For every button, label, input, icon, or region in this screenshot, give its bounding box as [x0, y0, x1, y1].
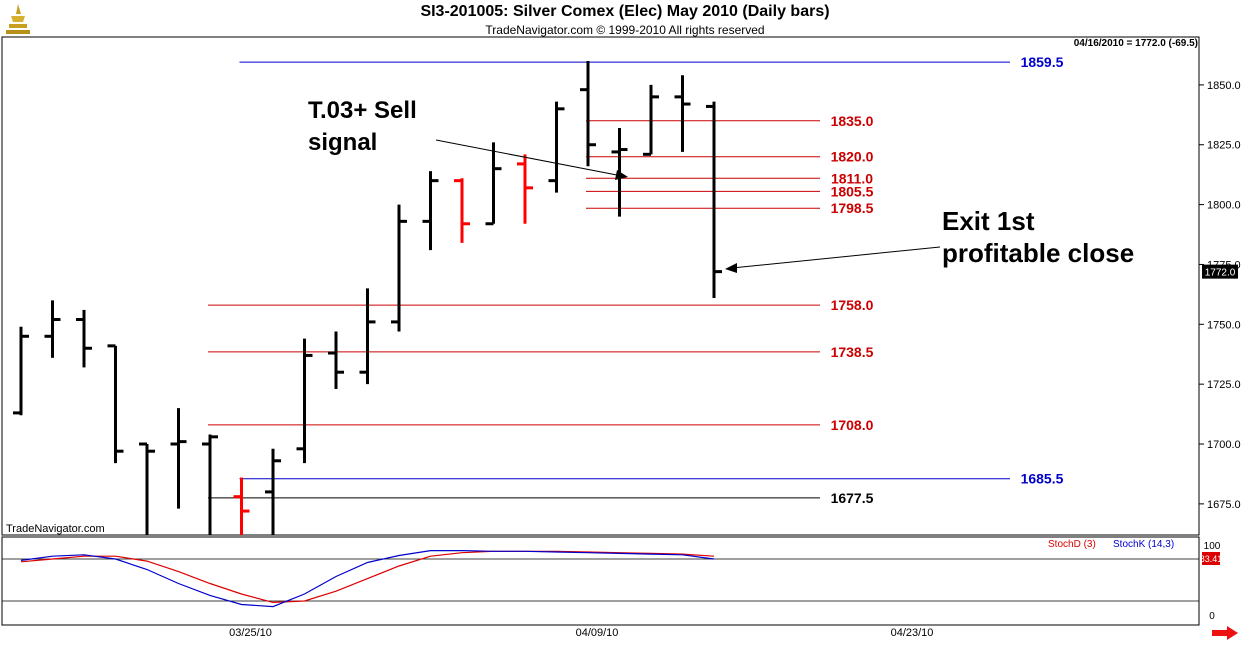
scroll-right-arrow-icon[interactable] [1212, 626, 1238, 645]
last-price-box [1202, 264, 1238, 279]
x-axis-tick-label: 04/23/10 [891, 627, 934, 639]
sell-signal-text: T.03+ Sell [308, 97, 417, 124]
chart-title: SI3-201005: Silver Comex (Elec) May 2010… [420, 3, 830, 20]
level-label: 1758.0 [831, 297, 874, 313]
level-label: 1677.5 [831, 490, 874, 506]
exit-text: Exit 1st [942, 206, 1035, 236]
chart-subtitle: TradeNavigator.com © 1999-2010 All right… [485, 23, 765, 37]
level-label: 1811.0 [831, 170, 873, 186]
stoch-k-value-label: 83.41 [1200, 554, 1223, 564]
stoch-axis-tick-label: 0 [1209, 611, 1215, 622]
price-axis-tick-label: 1725.0 [1207, 379, 1241, 391]
last-price-label: 1772.0 [1205, 268, 1236, 279]
level-label: 1820.0 [831, 149, 874, 165]
x-axis-tick-label: 03/25/10 [229, 627, 272, 639]
stoch-axis-tick-label: 100 [1204, 541, 1221, 552]
price-axis-tick-label: 1825.0 [1207, 140, 1241, 152]
price-axis-tick-label: 1675.0 [1207, 499, 1241, 511]
level-label: 1708.0 [831, 417, 874, 433]
sell-arrow-line [435, 139, 623, 177]
last-quote: 04/16/2010 = 1772.0 (-69.5) [1073, 38, 1198, 49]
stoch-d-legend: StochD (3) [1048, 539, 1096, 550]
stoch-k-legend: StochK (14,3) [1113, 539, 1174, 550]
stoch-d-line [20, 550, 715, 604]
sell-arrow-head-icon [615, 170, 628, 180]
level-label: 1685.5 [1021, 471, 1064, 487]
level-label: 1738.5 [831, 344, 874, 360]
stoch-k-line [20, 550, 715, 608]
price-panel-frame [1, 36, 1200, 536]
x-axis-tick-label: 04/09/10 [576, 627, 619, 639]
level-label: 1805.5 [831, 183, 874, 199]
exit-text: profitable close [942, 238, 1134, 268]
price-axis-tick-label: 1800.0 [1207, 200, 1241, 212]
stoch-panel-frame [1, 536, 1200, 626]
stoch-k-value-box [1202, 552, 1220, 565]
price-axis-tick-label: 1850.0 [1207, 80, 1241, 92]
trade-navigator-logo-icon [3, 2, 33, 36]
level-label: 1835.0 [831, 113, 874, 129]
exit-arrow-line [731, 246, 941, 269]
price-axis-tick-label: 1700.0 [1207, 439, 1241, 451]
level-label: 1798.5 [831, 200, 874, 216]
sell-signal-text: signal [308, 129, 377, 156]
price-axis-tick-label: 1750.0 [1207, 319, 1241, 331]
exit-arrow-head-icon [725, 263, 737, 273]
level-label: 1859.5 [1021, 54, 1064, 70]
watermark: TradeNavigator.com [6, 523, 105, 535]
